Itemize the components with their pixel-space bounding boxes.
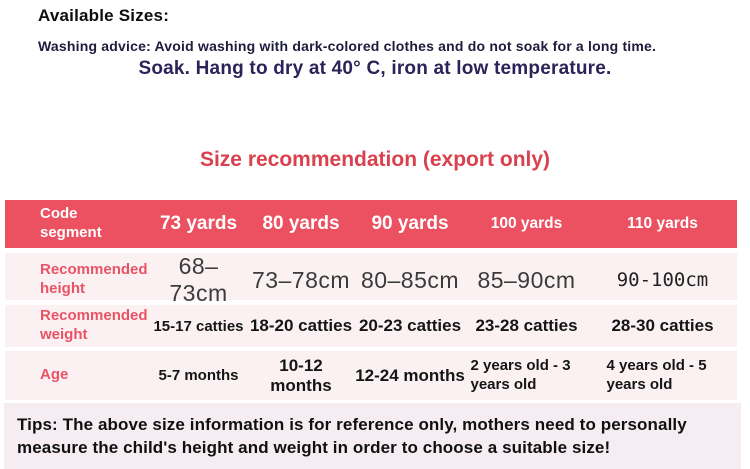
size-table-header-row: Code segment 73 yards 80 yards 90 yards … — [5, 200, 737, 248]
age-value: 12-24 months — [355, 365, 465, 385]
tips-note: Tips: The above size information is for … — [4, 403, 741, 469]
washing-advice-text: Washing advice: Avoid washing with dark-… — [38, 38, 657, 54]
weight-value: 18-20 catties — [249, 316, 353, 335]
height-value: 85–90cm — [477, 266, 576, 293]
header-cell-size-90: 90 yards — [371, 213, 449, 234]
age-value-text: 4 years old - 5 years old — [606, 356, 707, 393]
weight-value: 28-30 catties — [611, 316, 714, 335]
age-value: 5-7 months — [158, 367, 239, 384]
age-value: 10-12 months — [270, 355, 332, 395]
size-recommendation-title: Size recommendation (export only) — [199, 148, 551, 171]
header-cell-size-110: 110 yards — [627, 215, 698, 232]
height-value: 80–85cm — [360, 266, 460, 293]
table-row-recommended-weight: Recommended weight 15-17 catties 18-20 c… — [5, 305, 737, 347]
height-value: 73–78cm — [251, 266, 351, 293]
header-cell-size-73: 73 yards — [159, 213, 238, 234]
age-value-text: 2 years old - 3 years old — [470, 356, 571, 393]
header-cell-size-100: 100 yards — [490, 215, 563, 232]
header-cell-code-segment: Code segment — [5, 205, 150, 243]
height-value: 90-100cm — [616, 269, 709, 291]
height-value: 68–73cm — [169, 253, 228, 306]
weight-value: 23-28 catties — [475, 316, 578, 335]
age-value: 2 years old - 3 years old — [465, 357, 588, 395]
header-cell-size-80: 80 yards — [262, 213, 340, 234]
row-label-recommended-height: Recommended height — [40, 261, 148, 297]
size-table: Code segment 73 yards 80 yards 90 yards … — [5, 200, 737, 400]
age-value: 4 years old - 5 years old — [588, 357, 737, 395]
weight-value: 15-17 catties — [153, 317, 244, 335]
table-row-recommended-height: Recommended height 68–73cm 73–78cm 80–85… — [5, 253, 737, 306]
header-cell-label: Code segment — [40, 205, 102, 241]
table-row-age: Age 5-7 months 10-12 months 12-24 months… — [5, 351, 737, 400]
available-sizes-heading: Available Sizes: — [38, 6, 170, 25]
row-label-recommended-weight: Recommended weight — [40, 307, 148, 343]
row-label-age: Age — [40, 366, 69, 384]
weight-value: 20-23 catties — [358, 316, 462, 335]
size-table-body: Recommended height 68–73cm 73–78cm 80–85… — [5, 253, 737, 400]
care-instructions-text: Soak. Hang to dry at 40° C, iron at low … — [138, 58, 612, 79]
